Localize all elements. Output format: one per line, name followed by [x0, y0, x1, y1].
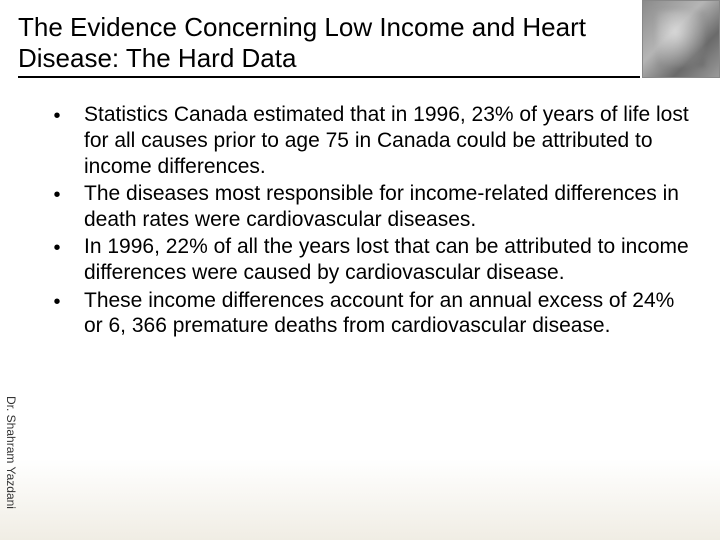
bullet-dot-icon: •	[30, 234, 84, 262]
bullet-text: The diseases most responsible for income…	[84, 181, 690, 232]
corner-decorative-image	[642, 0, 720, 78]
footer-credit: Dr. Shahram Yazdani	[4, 396, 18, 536]
title-underline	[18, 76, 640, 78]
list-item: • The diseases most responsible for inco…	[30, 181, 690, 232]
list-item: • These income differences account for a…	[30, 288, 690, 339]
bullet-text: These income differences account for an …	[84, 288, 690, 339]
list-item: • In 1996, 22% of all the years lost tha…	[30, 234, 690, 285]
content-area: • Statistics Canada estimated that in 19…	[0, 84, 720, 338]
bullet-text: In 1996, 22% of all the years lost that …	[84, 234, 690, 285]
bullet-list: • Statistics Canada estimated that in 19…	[30, 102, 690, 338]
list-item: • Statistics Canada estimated that in 19…	[30, 102, 690, 179]
bullet-dot-icon: •	[30, 288, 84, 316]
slide-title: The Evidence Concerning Low Income and H…	[18, 12, 640, 74]
bullet-dot-icon: •	[30, 102, 84, 130]
bullet-text: Statistics Canada estimated that in 1996…	[84, 102, 690, 179]
bullet-dot-icon: •	[30, 181, 84, 209]
title-area: The Evidence Concerning Low Income and H…	[0, 0, 720, 84]
